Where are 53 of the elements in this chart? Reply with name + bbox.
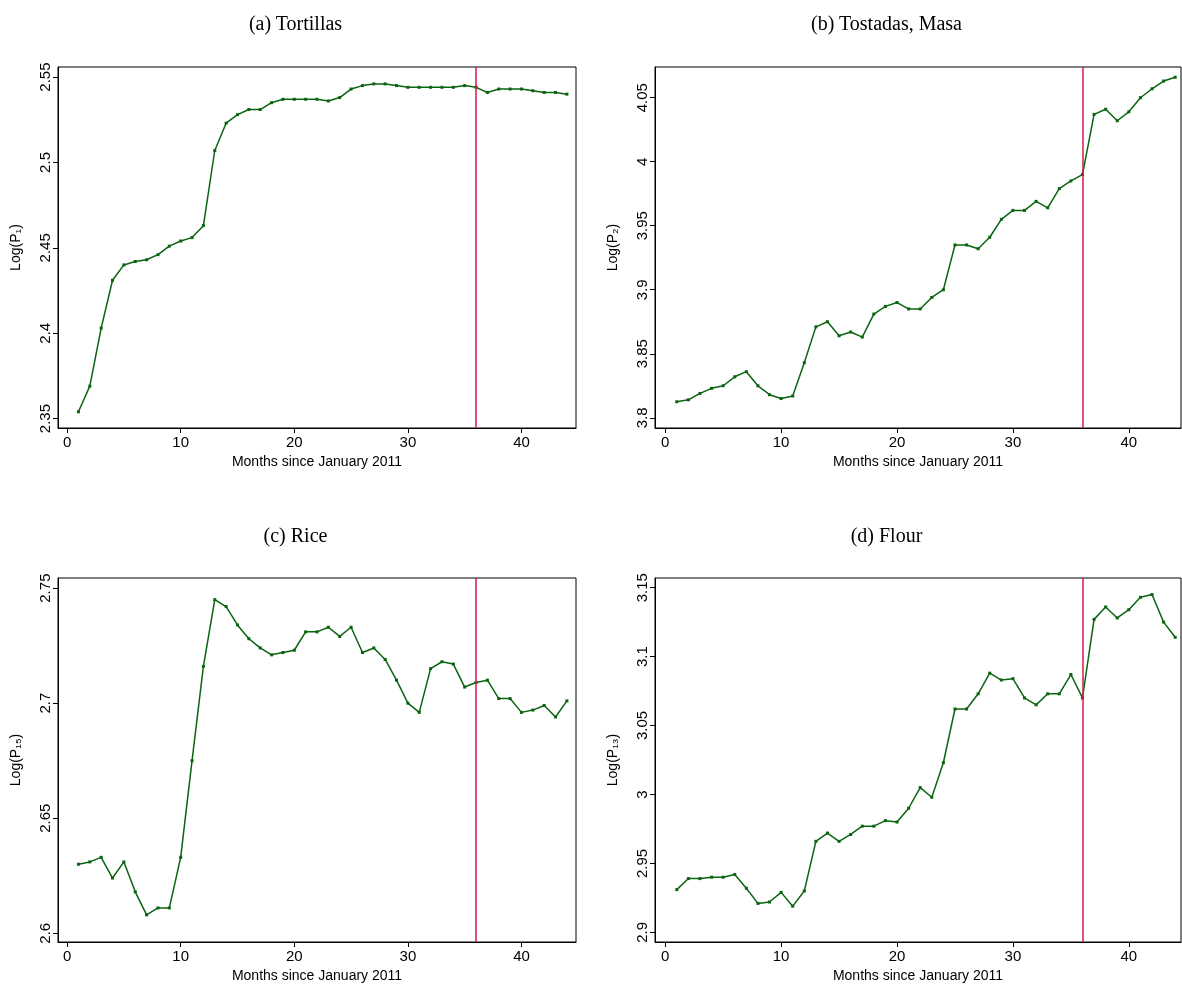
x-tick-label: 40 [1120,947,1138,964]
y-tick-label: 3.8 [633,407,650,429]
x-tick-label: 10 [172,433,190,450]
y-tick-label: 3.05 [633,710,650,741]
x-tick-label: 10 [772,947,790,964]
x-tick-label: 20 [285,947,303,964]
y-tick-label: 3.85 [633,339,650,369]
y-tick-label: 2.4 [36,322,53,344]
x-tick-label: 20 [888,433,906,450]
x-axis-title: Months since January 2011 [231,966,403,983]
y-tick-label: 2.75 [36,573,53,603]
chart-title: (c) Rice [263,524,328,547]
y-tick-label: 2.5 [36,152,53,173]
x-tick-label: 40 [513,433,530,450]
x-axis-title: Months since January 2011 [832,452,1004,469]
y-tick-label: 2.7 [36,692,53,714]
x-tick-label: 30 [399,433,417,450]
y-tick-label: 2.45 [36,233,53,263]
x-tick-label: 40 [513,947,530,964]
y-tick-label: 3.15 [633,573,650,603]
x-axis-title: Months since January 2011 [231,452,403,469]
y-tick-label: 4 [633,157,650,166]
y-tick-label: 2.65 [36,803,53,833]
x-tick-label: 10 [172,947,190,964]
x-tick-label: 0 [62,947,72,964]
y-tick-label: 2.9 [633,921,650,943]
y-axis-title: Log(P₁₅) [7,733,23,787]
x-tick-label: 30 [399,947,417,964]
x-tick-label: 0 [661,947,670,964]
x-axis-title: Months since January 2011 [832,966,1004,983]
y-axis-title: Log(P₂) [604,223,620,272]
x-tick-label: 0 [661,433,670,450]
y-tick-label: 3 [633,790,650,799]
x-tick-label: 10 [772,433,790,450]
y-tick-label: 4.05 [633,83,650,113]
x-tick-label: 20 [888,947,906,964]
y-tick-label: 2.35 [36,404,53,434]
y-tick-label: 3.1 [633,646,650,668]
x-tick-label: 40 [1120,433,1138,450]
x-tick-label: 20 [285,433,303,450]
y-axis-title: Log(P₁₃) [604,733,620,787]
chart-title: (d) Flour [850,524,923,547]
chart-title: (a) Tortillas [248,12,343,35]
y-tick-label: 2.55 [36,62,53,92]
y-axis-title: Log(P₁) [7,224,23,271]
y-tick-label: 2.6 [36,922,53,944]
y-tick-label: 2.95 [633,848,650,879]
y-tick-label: 3.95 [633,211,650,241]
y-tick-label: 3.9 [633,279,650,301]
x-tick-label: 30 [1004,947,1022,964]
chart-title: (b) Tostadas, Masa [811,12,963,35]
x-tick-label: 0 [62,433,72,450]
x-tick-label: 30 [1004,433,1022,450]
